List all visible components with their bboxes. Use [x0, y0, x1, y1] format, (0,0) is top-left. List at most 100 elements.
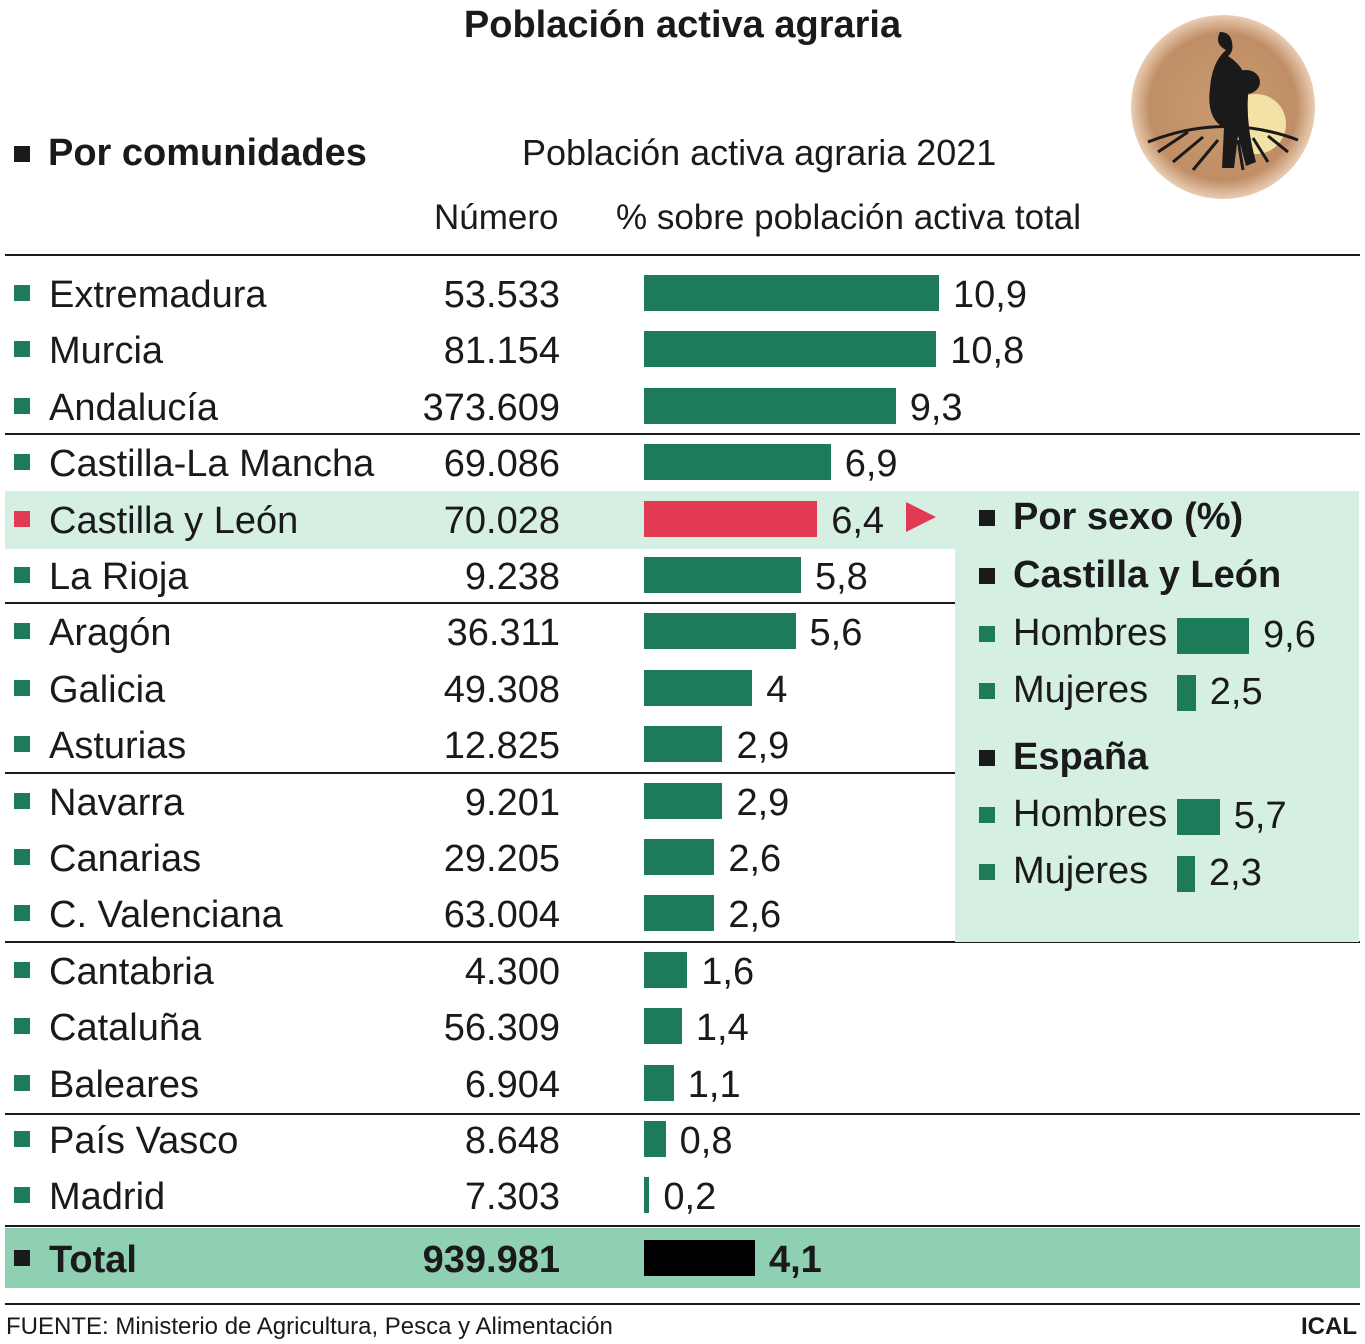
region-bar [644, 331, 937, 368]
by-sex-item-label: Hombres [979, 793, 1167, 836]
bullet-square [14, 145, 30, 162]
by-sex-item-label-text: Hombres [1013, 793, 1168, 835]
by-sex-panel: Por sexo (%) Castilla y León Hombres 9,6 Muj… [955, 491, 1359, 942]
bullet-square [14, 1018, 30, 1035]
region-bar [644, 444, 831, 481]
region-name: Asturias [49, 725, 187, 768]
region-value-label: 1,4 [695, 1007, 749, 1050]
bullet-square [979, 863, 995, 880]
separator-top [5, 254, 1360, 256]
region-name: C. Valenciana [49, 894, 283, 937]
by-sex-group-title-text: España [1013, 736, 1149, 778]
region-name: Aragón [49, 612, 172, 655]
bullet-square [14, 567, 30, 583]
region-number: 29.205 [443, 838, 560, 880]
brand-label: ICAL [1301, 1313, 1357, 1340]
region-name: Navarra [49, 781, 185, 824]
by-sex-bar [1177, 799, 1220, 835]
chart-subtitle: Población activa agraria 2021 [522, 132, 997, 173]
by-sex-value-label: 5,7 [1233, 795, 1287, 837]
by-sex-title-text: Por sexo (%) [1013, 496, 1244, 538]
region-bar [644, 1121, 666, 1157]
by-sex-value-label: 9,6 [1263, 614, 1316, 656]
column-header-numero: Número [434, 198, 559, 237]
table-row: Asturias 12.825 [14, 716, 954, 772]
region-value-label: 2,9 [736, 725, 790, 768]
chart-title: Población activa agraria [463, 4, 902, 46]
table-row: Murcia 81.154 [14, 321, 954, 377]
section-title: Por comunidades [14, 132, 367, 175]
region-value-label: 10,9 [953, 274, 1027, 316]
region-number: 4.300 [464, 950, 560, 993]
table-row: Navarra 9.201 [14, 773, 954, 829]
table-row: Aragón 36.311 [14, 603, 954, 659]
region-bar [644, 1177, 650, 1214]
table-row: La Rioja 9.238 [14, 547, 954, 603]
region-value-label: 4 [766, 668, 788, 711]
region-value-label: 2,6 [728, 894, 782, 937]
region-number: 70.028 [443, 499, 560, 542]
by-sex-bar [1177, 675, 1196, 711]
table-row: País Vasco 8.648 [14, 1111, 954, 1167]
region-name: Canarias [49, 838, 202, 880]
bullet-square [14, 792, 30, 809]
bullet-square [14, 1074, 30, 1091]
region-name: País Vasco [49, 1120, 239, 1162]
region-number: 373.609 [422, 386, 560, 429]
bullet-square [14, 1187, 30, 1204]
region-value-label: 0,2 [663, 1176, 717, 1219]
region-name: Cantabria [49, 950, 214, 993]
region-number: 81.154 [443, 330, 560, 373]
bullet-square [979, 749, 995, 766]
region-value-label: 6,9 [844, 443, 898, 486]
region-value-label: 2,6 [728, 838, 782, 880]
by-sex-bar [1177, 618, 1249, 654]
bullet-square [979, 509, 995, 526]
region-name: Andalucía [49, 386, 219, 429]
bullet-square [14, 397, 30, 414]
region-value-label: 9,3 [909, 386, 963, 429]
by-sex-item-label-text: Hombres [1013, 612, 1168, 654]
highlight-arrow-icon [906, 502, 936, 532]
region-name: La Rioja [49, 556, 189, 598]
region-bar [644, 613, 796, 650]
column-header-percent: % sobre población activa total [616, 198, 1081, 237]
by-sex-value-label: 2,5 [1209, 671, 1263, 713]
separator [5, 772, 955, 774]
bullet-square [14, 1250, 30, 1266]
table-row: C. Valenciana 63.004 [14, 885, 954, 941]
region-number: 9.238 [464, 556, 560, 598]
by-sex-group-title: Castilla y León [979, 554, 1281, 597]
region-value-label: 5,8 [814, 556, 868, 598]
bullet-square [14, 1131, 30, 1147]
region-name: Galicia [49, 668, 166, 711]
region-bar [644, 895, 715, 932]
region-bar [644, 951, 688, 988]
region-value-label: 2,9 [736, 781, 790, 824]
source-note: FUENTE: Ministerio de Agricultura, Pesca… [6, 1313, 613, 1340]
table-row: Madrid 7.303 [14, 1167, 954, 1223]
by-sex-bar [1177, 856, 1195, 892]
by-sex-item-label-text: Mujeres [1013, 669, 1149, 711]
region-value-label: 10,8 [950, 330, 1025, 373]
region-number: 56.309 [443, 1007, 560, 1050]
separator [5, 433, 1360, 435]
bullet-square [14, 341, 30, 358]
region-number: 12.825 [443, 725, 560, 768]
region-bar [644, 1064, 674, 1101]
region-name: Extremadura [49, 274, 267, 316]
by-sex-group-title: España [979, 736, 1148, 779]
region-number: 9.201 [464, 781, 560, 824]
table-row: Cantabria 4.300 [14, 942, 954, 998]
by-sex-item-label: Hombres [979, 612, 1167, 655]
bullet-square [14, 849, 30, 865]
section-title-label: Por comunidades [48, 132, 367, 174]
region-bar [644, 782, 723, 819]
region-number: 36.311 [446, 612, 560, 655]
region-name: Castilla y León [49, 499, 299, 542]
total-bar [644, 1240, 755, 1276]
bullet-square [14, 736, 30, 753]
table-row: Extremadura 53.533 [14, 265, 954, 321]
separator-bottom [5, 1303, 1360, 1305]
region-bar [644, 1008, 682, 1045]
